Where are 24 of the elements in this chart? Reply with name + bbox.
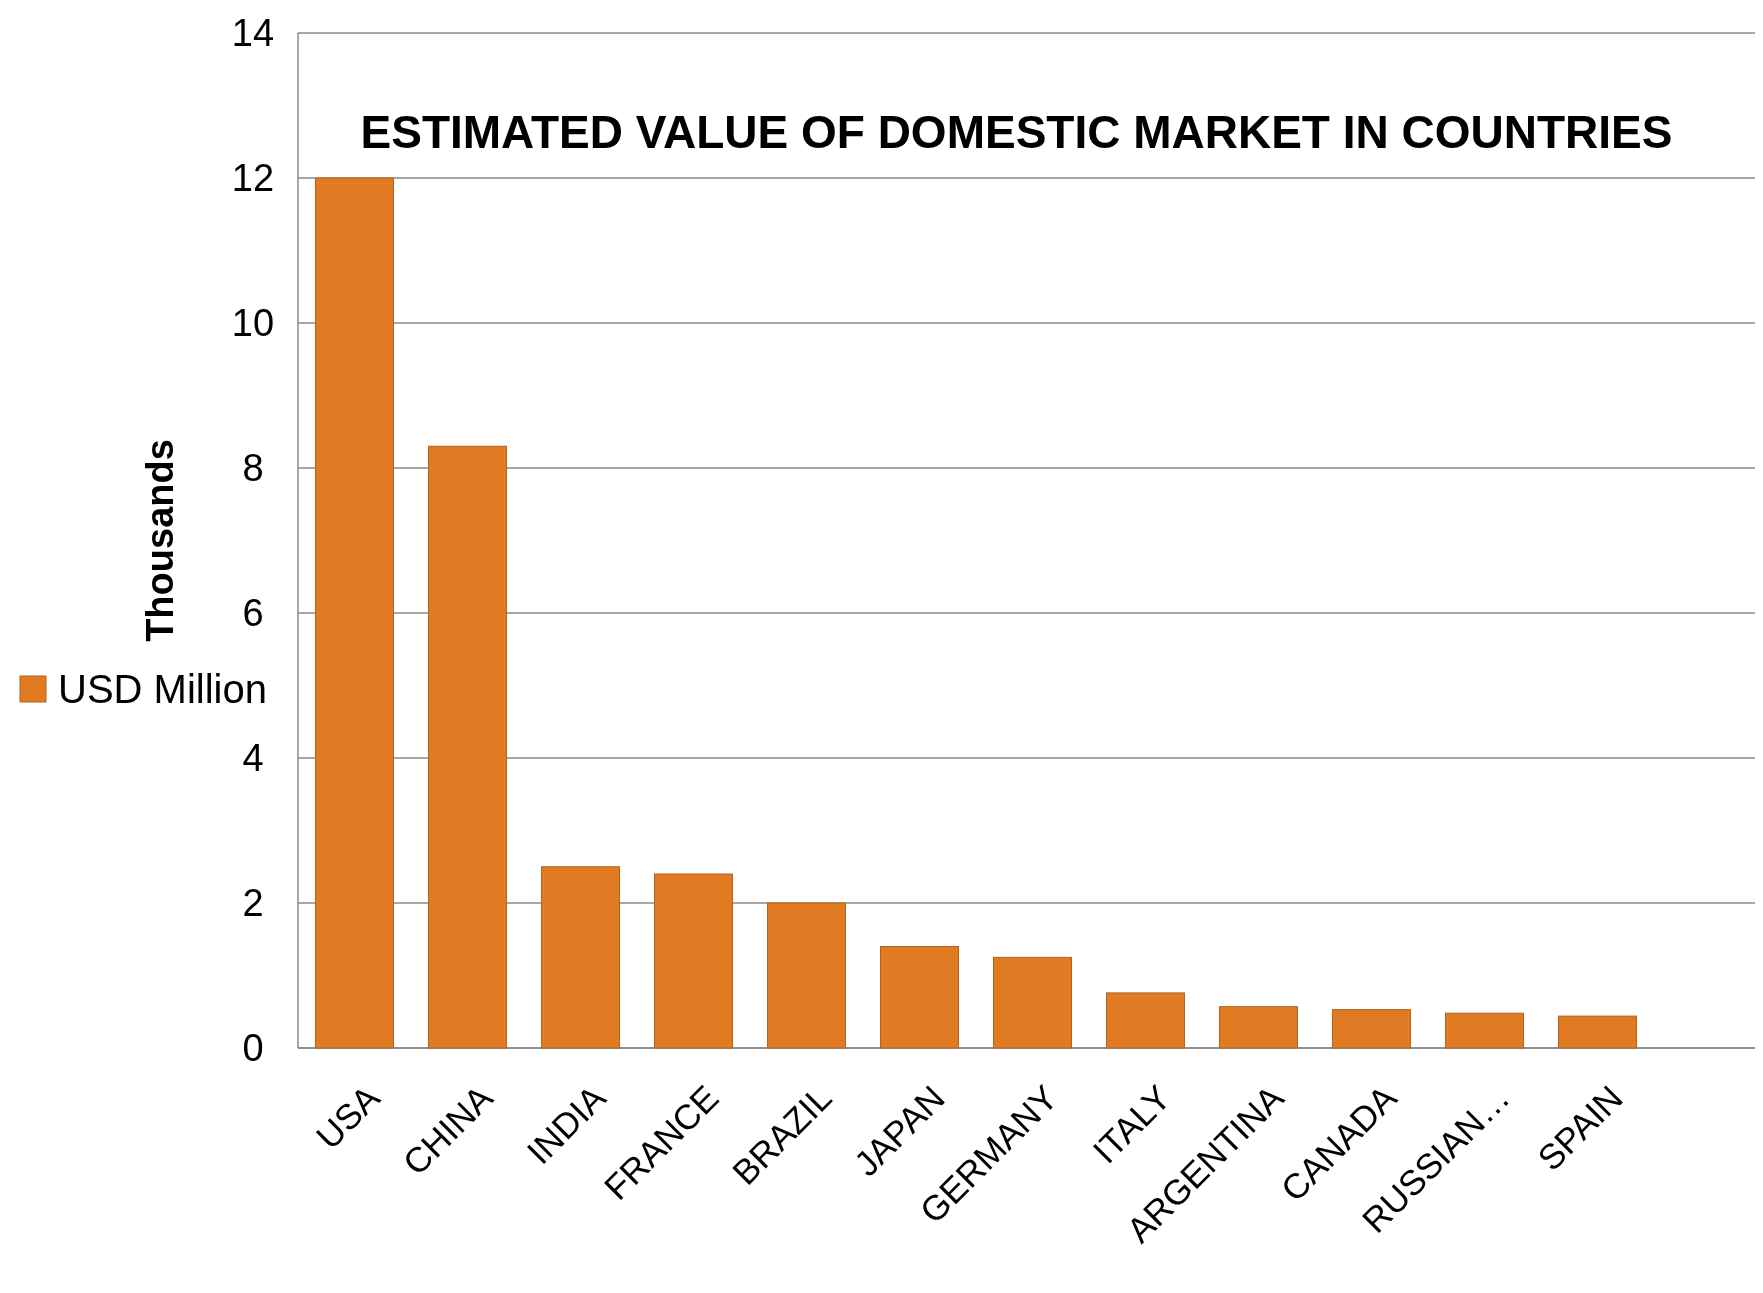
text: ESTIMATED VALUE OF DOMESTIC MARKET IN COUNTRIES [360, 106, 1673, 158]
y-axis-title: Thousands [139, 439, 181, 642]
legend-label: USD Million [58, 667, 267, 711]
bar [880, 946, 959, 1049]
bar [428, 445, 507, 1049]
y-tick-label: 4 [242, 737, 264, 780]
y-tick-label: 14 [231, 12, 275, 55]
bar [1445, 1012, 1524, 1049]
y-tick-label: 2 [242, 882, 264, 925]
bar [315, 177, 394, 1049]
bar [993, 956, 1072, 1049]
bar [1332, 1009, 1411, 1049]
y-tick-label: 10 [231, 302, 275, 345]
bar [1219, 1006, 1298, 1049]
y-tick-label: 8 [242, 447, 264, 490]
y-tick-label: 6 [242, 592, 264, 635]
y-tick-label: 0 [242, 1027, 264, 1070]
bar [1558, 1015, 1637, 1049]
bar [767, 902, 846, 1049]
x-tick-label: USA [308, 1077, 388, 1157]
bar [1106, 992, 1185, 1049]
bar [541, 866, 620, 1049]
y-tick-label: 12 [231, 157, 275, 200]
bar [654, 873, 733, 1049]
